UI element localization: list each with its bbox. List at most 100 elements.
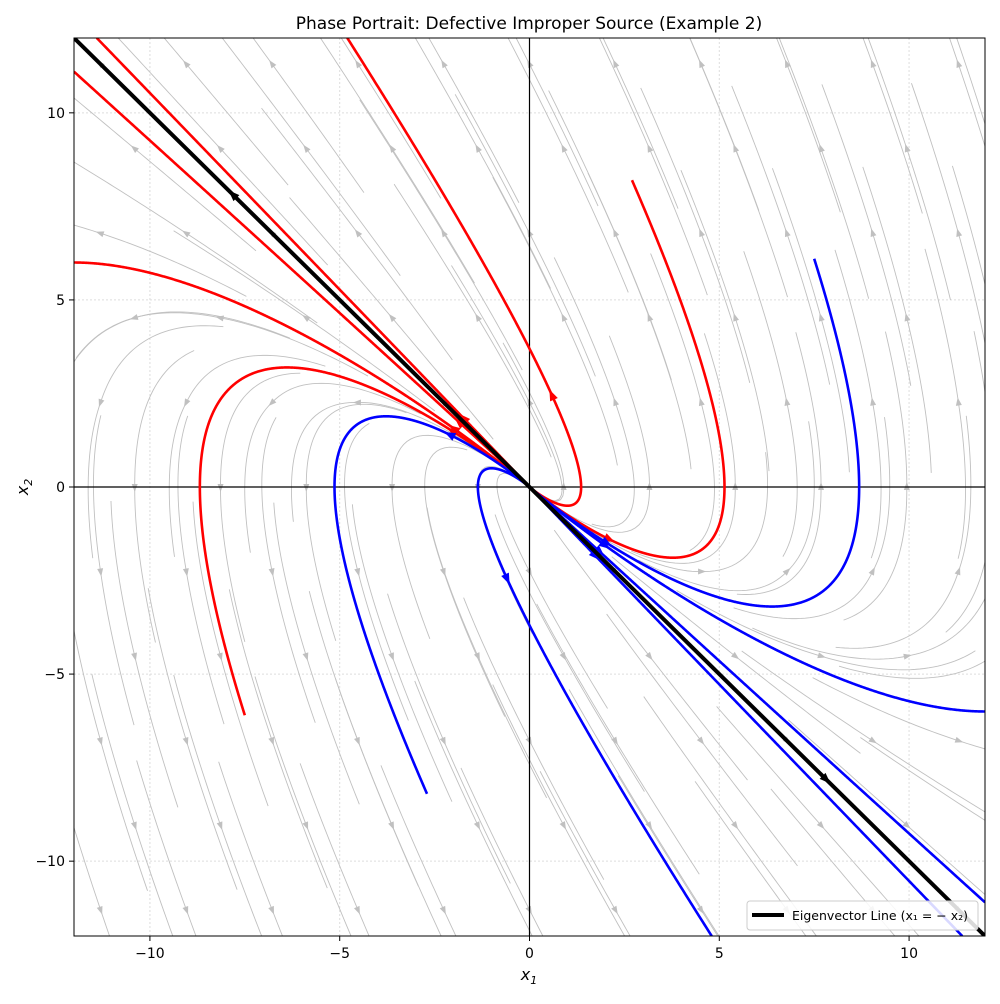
streamline [788,719,985,896]
y-tick-label: −10 [35,854,65,870]
streamline [110,500,179,808]
streamline [956,38,985,126]
streamline-arrow [990,313,996,321]
streamline-arrow [182,230,191,238]
streamline [843,331,908,621]
streamline [460,767,544,936]
trajectory [74,261,531,489]
streamline-arrow [215,315,225,322]
streamline-arrow [784,228,791,238]
streamline-arrow [268,568,275,577]
streamline-arrow [388,314,397,323]
streamline-arrow [903,653,912,660]
trajectory-arrow [501,572,510,585]
streamline [147,588,238,890]
streamline-arrow [818,313,825,322]
x-axis-label: x1 [520,965,537,987]
streamline-arrow [131,652,137,661]
x-tick-label: 5 [715,946,724,962]
streamline [812,677,985,750]
streamline-arrow [217,145,225,153]
streamline-arrow [904,313,911,322]
streamline [163,38,289,186]
streamline [414,680,533,936]
streamline-arrow [647,144,654,153]
streamline-arrow [818,482,825,490]
streamline [74,97,257,252]
streamline [74,826,111,936]
legend-label: Eigenvector Line (x₁ = − x₂) [792,908,968,923]
streamline-arrow [388,652,394,661]
streamline [867,38,951,300]
streamline-arrow [354,736,360,746]
streamline-arrow [216,652,223,661]
streamline [778,38,870,299]
streamline [539,771,631,936]
streamline-arrow [819,144,825,153]
streamline [424,446,506,717]
streamline-arrow [182,905,189,915]
streamline-arrow [97,568,104,577]
streamline-arrow [268,398,277,406]
streamline-arrow [96,906,103,915]
streamline [134,350,195,643]
streamline-arrow [956,228,963,238]
streamline-arrow [611,905,618,915]
streamline-arrow [184,398,191,407]
streamline-arrow [439,736,446,746]
streamline [228,589,328,889]
streamline [74,224,247,297]
streamline-arrow [988,821,996,828]
streamline [492,684,626,936]
streamline [254,676,352,936]
streamline-arrow [954,736,964,743]
trajectory-arrow [588,549,600,561]
eigenvector-arrow [819,772,831,784]
streamline [821,84,912,386]
streamline-arrow [561,313,568,322]
streamline-arrow [302,821,309,830]
streamline-arrow [991,144,997,153]
streamline-arrow [868,736,877,744]
streamline-arrow [354,229,363,238]
streamline-arrow [870,397,877,406]
x-tick-label: 0 [525,946,534,962]
streamline [638,421,815,592]
streamline [838,660,985,679]
streamline [536,603,700,875]
streamline [173,674,263,936]
chart-title: Phase Portrait: Defective Improper Sourc… [296,14,763,34]
streamline [477,465,533,634]
x-tick-label: −10 [135,946,165,962]
streamline [650,253,715,551]
eigenvector-line-path [74,38,985,936]
streamline-arrow [698,397,705,407]
streamline-arrow [389,484,396,492]
y-tick-label: 0 [56,480,65,496]
trajectory-arrow [549,389,558,402]
trajectory [333,414,531,795]
streamline [428,38,520,203]
streamline-arrow [903,482,910,490]
streamline-arrow [956,59,963,68]
streamline-arrow [696,736,705,745]
streamline-arrow [561,144,568,153]
streamline-arrow [216,821,223,830]
streamline-arrow [439,567,446,577]
trajectory-arrow [449,425,461,436]
streamline [344,423,409,721]
streamline [173,230,436,412]
streamline [75,312,369,377]
streamline-arrow [696,905,704,915]
streamline [689,38,760,211]
streamline [252,38,365,193]
streamline-arrow [527,59,534,69]
streamline [676,590,976,671]
streamline [290,401,502,522]
legend-box [746,900,979,931]
trajectory-arrow [593,545,605,556]
streamline-arrow [870,59,877,69]
streamline-arrow [130,821,137,831]
streamline [945,331,985,633]
streamline [340,38,442,199]
